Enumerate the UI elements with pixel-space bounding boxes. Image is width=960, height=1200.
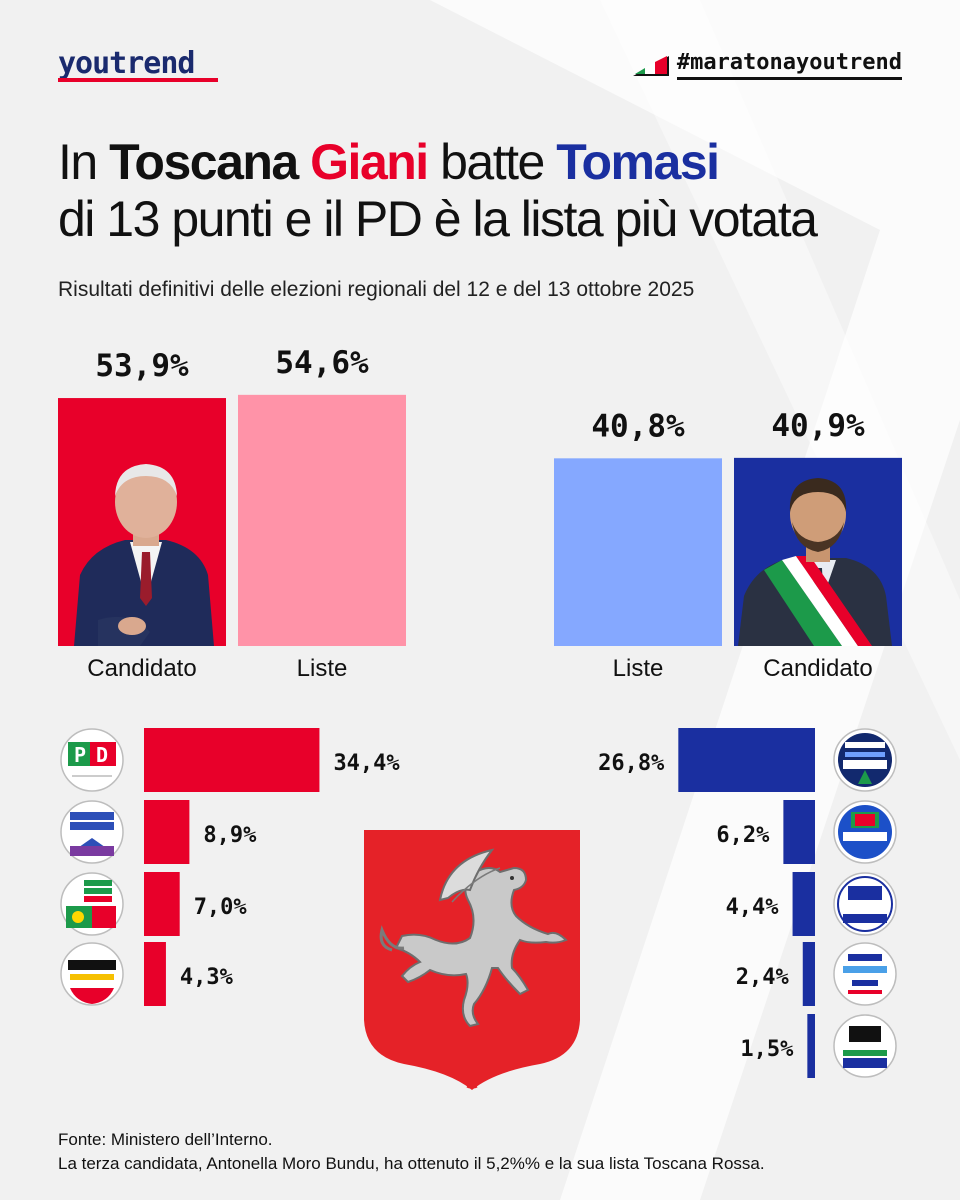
- tomasi-category-label-liste: Liste: [613, 655, 664, 682]
- center-right-party-value-label: 4,4%: [726, 895, 780, 920]
- center-left-party-value-label: 7,0%: [194, 895, 248, 920]
- giani-photo: [74, 464, 214, 646]
- lega-logo-icon: [833, 872, 897, 936]
- center-left-party-bar: [144, 728, 320, 792]
- source-note: Fonte: Ministero dell’Interno.: [58, 1130, 273, 1149]
- fdi-logo-icon: [833, 728, 897, 792]
- hashtag-badge: #maratonayoutrend: [631, 50, 902, 80]
- center-right-party-value-label: 6,2%: [716, 823, 770, 848]
- fi-logo-icon: [833, 800, 897, 864]
- center-right-party-bar: [678, 728, 815, 792]
- center-right-party-value-label: 26,8%: [598, 751, 665, 776]
- tomasi-value-label-liste: 40,8%: [591, 408, 685, 444]
- svg-text:P: P: [74, 743, 86, 767]
- footnote: Fonte: Ministero dell’Interno. La terza …: [58, 1128, 765, 1176]
- giani-category-label-candidato: Candidato: [87, 655, 196, 682]
- tomasi-category-label-candidato: Candidato: [763, 655, 872, 682]
- center-right-party-bar: [807, 1014, 815, 1078]
- center-right-party-value-label: 2,4%: [736, 965, 790, 990]
- party-bars-group: 34,4% 8,9% 7,0% 4,3% 26,8% 6,2% 4,4% 2,4% 1,5%: [144, 728, 815, 1078]
- center-left-party-value-label: 34,4%: [333, 751, 400, 776]
- brand-logo: youtrend: [58, 46, 195, 81]
- center-left-party-bar: [144, 872, 180, 936]
- subtitle: Risultati definitivi delle elezioni regi…: [58, 278, 695, 301]
- top-bars-group: 53,9% Candidato 54,6% Liste 40,8% Liste 40,9% C…: [58, 345, 902, 682]
- giani-value-label-liste: 54,6%: [275, 345, 369, 381]
- pd-logo-icon: P D: [60, 728, 124, 792]
- lista-civica-logo-icon: [833, 942, 897, 1006]
- page-title: In Toscana Giani batte Tomasi di 13 punt…: [58, 134, 818, 247]
- giani-presidente-logo-icon: [60, 800, 124, 864]
- noi-moderati-logo-icon: [833, 1014, 897, 1078]
- tomasi-value-label-candidato: 40,9%: [771, 408, 865, 444]
- italy-flag-icon: [632, 56, 669, 76]
- tomasi-bar-liste: [554, 458, 722, 646]
- center-left-party-bar: [144, 800, 190, 864]
- center-right-party-bar: [792, 872, 815, 936]
- center-right-party-value-label: 1,5%: [740, 1037, 794, 1062]
- center-right-party-bar: [802, 942, 815, 1006]
- avs-logo-icon: [60, 872, 124, 936]
- hashtag-text: #maratonayoutrend: [676, 50, 902, 80]
- giani-bar-liste: [238, 394, 406, 646]
- third-candidate-note: La terza candidata, Antonella Moro Bundu…: [58, 1154, 765, 1173]
- brand-underline: [58, 78, 218, 82]
- tomasi-photo: [738, 478, 892, 646]
- center-right-party-bar: [783, 800, 815, 864]
- svg-text:D: D: [96, 743, 108, 767]
- tuscany-coat-of-arms-icon: [364, 830, 580, 1090]
- m5s-logo-icon: [60, 942, 124, 1006]
- center-left-party-value-label: 8,9%: [203, 823, 257, 848]
- center-left-party-bar: [144, 942, 166, 1006]
- giani-value-label-candidato: 53,9%: [95, 348, 189, 384]
- giani-category-label-liste: Liste: [297, 655, 348, 682]
- center-left-party-value-label: 4,3%: [180, 965, 234, 990]
